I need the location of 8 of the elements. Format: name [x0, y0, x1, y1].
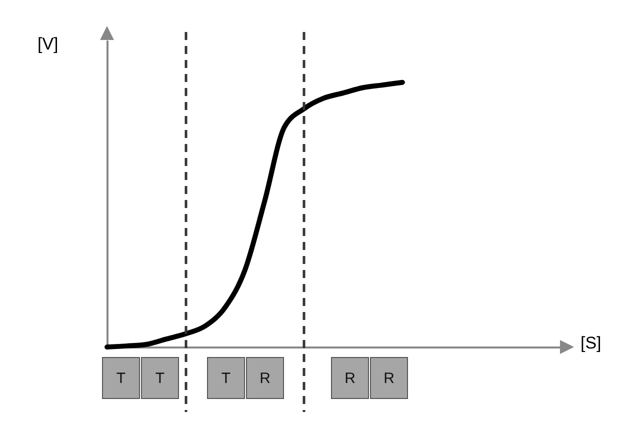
x-axis-title: [S] [580, 334, 602, 352]
label-box: R [370, 357, 408, 399]
label-box: R [331, 357, 369, 399]
label-box: T [141, 357, 179, 399]
y-axis-title: [V] [38, 34, 58, 54]
label-box: T [207, 357, 245, 399]
label-box: R [246, 357, 284, 399]
label-box: T [102, 357, 140, 399]
